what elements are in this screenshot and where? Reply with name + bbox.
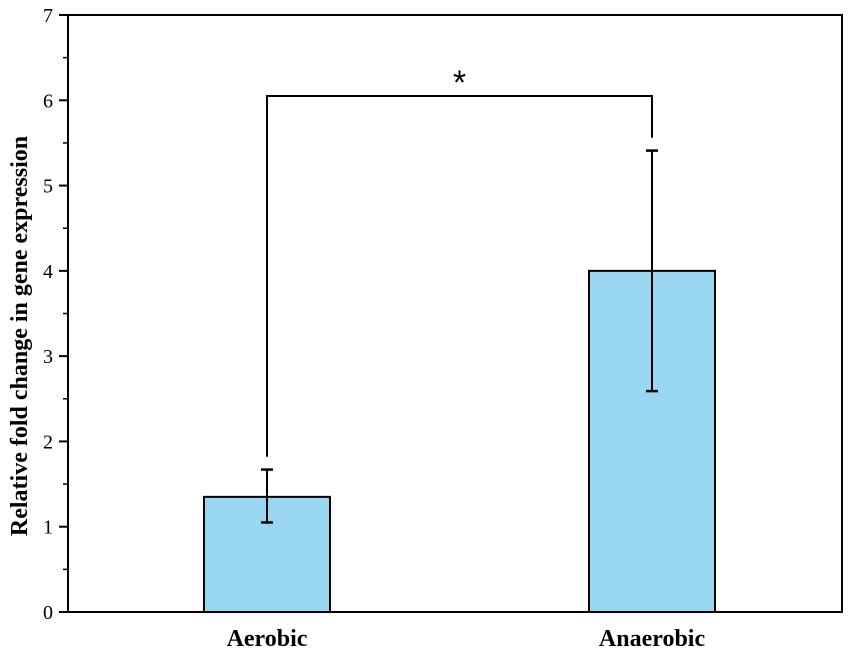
y-tick-label: 1 bbox=[43, 517, 53, 539]
plot-frame-group bbox=[67, 14, 843, 613]
y-tick-label: 0 bbox=[43, 602, 53, 624]
y-tick-label: 6 bbox=[43, 90, 53, 112]
y-axis-ticks: 0 1 2 3 4 5 6 7 bbox=[43, 5, 68, 624]
bars-group bbox=[203, 269, 716, 613]
y-tick-label: 4 bbox=[43, 261, 53, 283]
x-category-label: Anaerobic bbox=[599, 626, 706, 652]
error-bars-group bbox=[261, 149, 658, 524]
y-axis-title: Relative fold change in gene expression bbox=[7, 136, 33, 536]
y-tick-label: 3 bbox=[43, 346, 53, 368]
significance-bracket-group: * bbox=[266, 64, 653, 457]
y-tick-label: 7 bbox=[43, 5, 53, 27]
y-tick-label: 5 bbox=[43, 176, 53, 198]
plot-frame bbox=[67, 14, 843, 613]
significance-bracket bbox=[266, 95, 653, 457]
y-tick-label: 2 bbox=[43, 431, 53, 453]
significance-label: * bbox=[453, 64, 466, 102]
x-category-label: Aerobic bbox=[227, 626, 308, 652]
x-axis-category-labels: Aerobic Anaerobic bbox=[227, 626, 706, 652]
